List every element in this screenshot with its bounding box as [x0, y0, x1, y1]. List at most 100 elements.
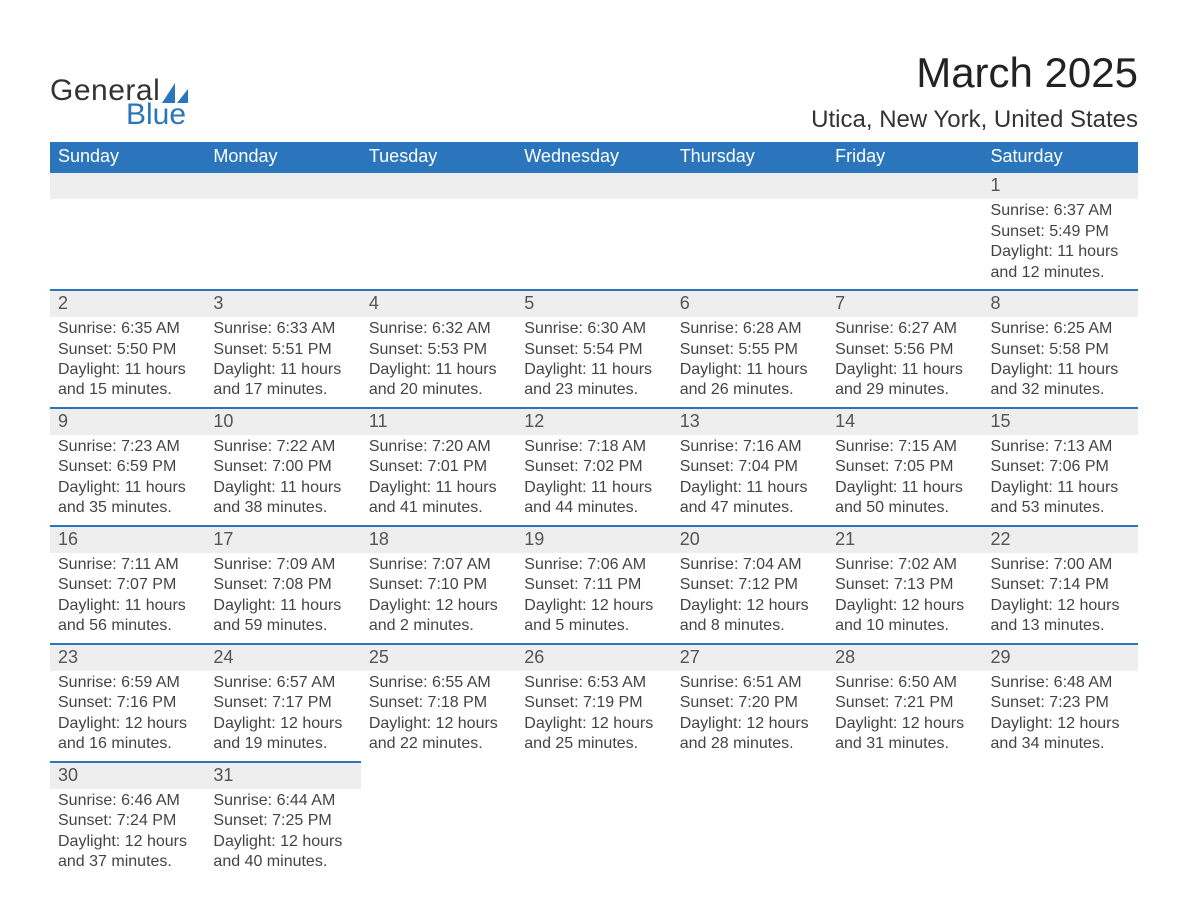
day-number: 14 [827, 409, 982, 435]
daylight-line: and 29 minutes. [835, 380, 974, 400]
calendar-table: Sunday Monday Tuesday Wednesday Thursday… [50, 142, 1138, 878]
day-cell: 4Sunrise: 6:32 AMSunset: 5:53 PMDaylight… [361, 290, 516, 408]
sunset-line: Sunset: 7:23 PM [991, 693, 1130, 713]
day-body [205, 199, 360, 281]
day-cell: 18Sunrise: 7:07 AMSunset: 7:10 PMDayligh… [361, 526, 516, 644]
week-row: 30Sunrise: 6:46 AMSunset: 7:24 PMDayligh… [50, 762, 1138, 879]
sunset-line: Sunset: 7:19 PM [524, 693, 663, 713]
sunrise-line: Sunrise: 6:46 AM [58, 791, 197, 811]
daylight-line: and 5 minutes. [524, 616, 663, 636]
day-cell: 9Sunrise: 7:23 AMSunset: 6:59 PMDaylight… [50, 408, 205, 526]
sunrise-line: Sunrise: 7:06 AM [524, 555, 663, 575]
day-number: 6 [672, 291, 827, 317]
day-number: 27 [672, 645, 827, 671]
day-cell: 7Sunrise: 6:27 AMSunset: 5:56 PMDaylight… [827, 290, 982, 408]
day-body: Sunrise: 7:06 AMSunset: 7:11 PMDaylight:… [516, 553, 671, 643]
daylight-line: and 47 minutes. [680, 498, 819, 518]
daylight-line: and 22 minutes. [369, 734, 508, 754]
day-number: 3 [205, 291, 360, 317]
day-number: 11 [361, 409, 516, 435]
sunrise-line: Sunrise: 6:44 AM [213, 791, 352, 811]
sunset-line: Sunset: 7:20 PM [680, 693, 819, 713]
sunset-line: Sunset: 5:58 PM [991, 340, 1130, 360]
day-number: 2 [50, 291, 205, 317]
day-body: Sunrise: 6:57 AMSunset: 7:17 PMDaylight:… [205, 671, 360, 761]
sunset-line: Sunset: 7:18 PM [369, 693, 508, 713]
daylight-line: and 19 minutes. [213, 734, 352, 754]
sunset-line: Sunset: 7:14 PM [991, 575, 1130, 595]
daylight-line: Daylight: 12 hours [835, 596, 974, 616]
sunrise-line: Sunrise: 7:07 AM [369, 555, 508, 575]
daylight-line: and 37 minutes. [58, 852, 197, 872]
daylight-line: Daylight: 11 hours [524, 478, 663, 498]
day-cell: 15Sunrise: 7:13 AMSunset: 7:06 PMDayligh… [983, 408, 1138, 526]
day-cell [827, 173, 982, 290]
day-cell [516, 173, 671, 290]
day-number [50, 173, 205, 199]
day-cell: 31Sunrise: 6:44 AMSunset: 7:25 PMDayligh… [205, 762, 360, 879]
sunset-line: Sunset: 7:00 PM [213, 457, 352, 477]
daylight-line: Daylight: 12 hours [680, 596, 819, 616]
day-body [672, 788, 827, 870]
daylight-line: and 12 minutes. [991, 263, 1130, 283]
day-body: Sunrise: 7:16 AMSunset: 7:04 PMDaylight:… [672, 435, 827, 525]
daylight-line: Daylight: 11 hours [991, 242, 1130, 262]
sunset-line: Sunset: 7:16 PM [58, 693, 197, 713]
day-cell [672, 762, 827, 879]
sunset-line: Sunset: 7:24 PM [58, 811, 197, 831]
day-cell: 13Sunrise: 7:16 AMSunset: 7:04 PMDayligh… [672, 408, 827, 526]
day-number: 18 [361, 527, 516, 553]
day-body: Sunrise: 6:50 AMSunset: 7:21 PMDaylight:… [827, 671, 982, 761]
day-body [361, 788, 516, 870]
daylight-line: Daylight: 11 hours [524, 360, 663, 380]
sunrise-line: Sunrise: 6:50 AM [835, 673, 974, 693]
sunset-line: Sunset: 7:02 PM [524, 457, 663, 477]
sunset-line: Sunset: 7:11 PM [524, 575, 663, 595]
day-cell: 20Sunrise: 7:04 AMSunset: 7:12 PMDayligh… [672, 526, 827, 644]
daylight-line: Daylight: 11 hours [213, 478, 352, 498]
sunrise-line: Sunrise: 6:33 AM [213, 319, 352, 339]
dow-monday: Monday [205, 142, 360, 173]
sunset-line: Sunset: 7:04 PM [680, 457, 819, 477]
sunrise-line: Sunrise: 6:53 AM [524, 673, 663, 693]
day-number: 28 [827, 645, 982, 671]
day-number: 29 [983, 645, 1138, 671]
day-cell: 30Sunrise: 6:46 AMSunset: 7:24 PMDayligh… [50, 762, 205, 879]
day-cell: 5Sunrise: 6:30 AMSunset: 5:54 PMDaylight… [516, 290, 671, 408]
sunrise-line: Sunrise: 6:32 AM [369, 319, 508, 339]
day-body: Sunrise: 7:13 AMSunset: 7:06 PMDaylight:… [983, 435, 1138, 525]
day-body: Sunrise: 6:27 AMSunset: 5:56 PMDaylight:… [827, 317, 982, 407]
day-body: Sunrise: 7:00 AMSunset: 7:14 PMDaylight:… [983, 553, 1138, 643]
day-cell: 24Sunrise: 6:57 AMSunset: 7:17 PMDayligh… [205, 644, 360, 762]
day-cell [983, 762, 1138, 879]
sunset-line: Sunset: 7:07 PM [58, 575, 197, 595]
daylight-line: and 20 minutes. [369, 380, 508, 400]
daylight-line: and 59 minutes. [213, 616, 352, 636]
sunset-line: Sunset: 7:06 PM [991, 457, 1130, 477]
day-number: 16 [50, 527, 205, 553]
daylight-line: and 25 minutes. [524, 734, 663, 754]
day-body: Sunrise: 7:04 AMSunset: 7:12 PMDaylight:… [672, 553, 827, 643]
day-number: 23 [50, 645, 205, 671]
day-body: Sunrise: 7:07 AMSunset: 7:10 PMDaylight:… [361, 553, 516, 643]
day-number [672, 173, 827, 199]
day-number: 15 [983, 409, 1138, 435]
week-row: 16Sunrise: 7:11 AMSunset: 7:07 PMDayligh… [50, 526, 1138, 644]
sunrise-line: Sunrise: 7:02 AM [835, 555, 974, 575]
day-cell [672, 173, 827, 290]
calendar-head: Sunday Monday Tuesday Wednesday Thursday… [50, 142, 1138, 173]
day-number: 24 [205, 645, 360, 671]
sunset-line: Sunset: 5:50 PM [58, 340, 197, 360]
day-cell: 25Sunrise: 6:55 AMSunset: 7:18 PMDayligh… [361, 644, 516, 762]
day-body: Sunrise: 7:22 AMSunset: 7:00 PMDaylight:… [205, 435, 360, 525]
sunrise-line: Sunrise: 6:37 AM [991, 201, 1130, 221]
day-cell: 19Sunrise: 7:06 AMSunset: 7:11 PMDayligh… [516, 526, 671, 644]
daylight-line: Daylight: 12 hours [58, 714, 197, 734]
day-cell [361, 762, 516, 879]
day-body: Sunrise: 6:53 AMSunset: 7:19 PMDaylight:… [516, 671, 671, 761]
sunset-line: Sunset: 7:21 PM [835, 693, 974, 713]
sunset-line: Sunset: 7:17 PM [213, 693, 352, 713]
day-number: 12 [516, 409, 671, 435]
sunset-line: Sunset: 6:59 PM [58, 457, 197, 477]
day-cell: 6Sunrise: 6:28 AMSunset: 5:55 PMDaylight… [672, 290, 827, 408]
